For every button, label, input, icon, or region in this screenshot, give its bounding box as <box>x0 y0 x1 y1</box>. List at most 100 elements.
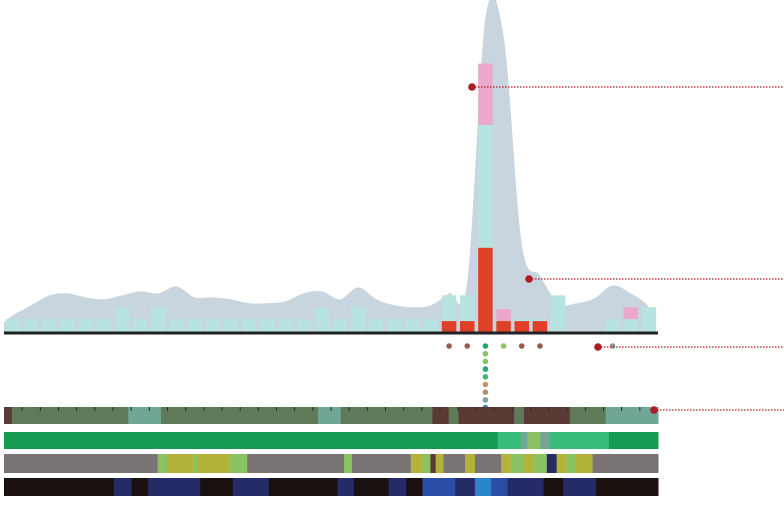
marker-dot-26-4 <box>482 374 489 380</box>
leader-dot-2 <box>594 343 602 351</box>
bar-base-35 <box>641 307 657 333</box>
marker-dot-26-0 <box>482 343 489 349</box>
track-2-segment-8 <box>351 454 412 473</box>
track-2-segment-6 <box>247 454 345 473</box>
bar-base-20 <box>369 319 384 333</box>
marker-dot-26-6 <box>482 389 489 396</box>
track-2-segment-23 <box>576 454 594 473</box>
bar-base-0 <box>5 319 21 333</box>
marker-dot-26-5 <box>482 381 489 388</box>
track-2-segment-5 <box>229 454 248 473</box>
bar-base-14 <box>260 319 275 333</box>
track-0-segment-6 <box>432 407 450 424</box>
bar-base-6 <box>114 307 130 333</box>
track-3-segment-9 <box>388 478 407 496</box>
leader-lines <box>468 83 784 414</box>
track-3-segment-4 <box>200 478 234 496</box>
bar-base-8 <box>151 307 166 333</box>
track-2-segment-24 <box>592 454 659 473</box>
bar-base-13 <box>241 319 257 333</box>
bar-base-15 <box>278 319 293 333</box>
track-0-segment-3 <box>160 407 319 424</box>
bar-base-33 <box>605 319 620 333</box>
track-0-segment-8 <box>458 407 515 424</box>
track-3-segment-13 <box>474 478 492 496</box>
track-2-segment-21 <box>556 454 567 473</box>
track-3-segment-1 <box>113 478 133 496</box>
bar-high-26 <box>478 247 493 333</box>
bar-mid-34 <box>623 307 639 320</box>
track-3-segment-8 <box>353 478 390 496</box>
track-0-segment-9 <box>514 407 525 424</box>
track-2-segment-13 <box>443 454 466 473</box>
bar-high-27 <box>496 321 511 333</box>
track-3-segment-12 <box>455 478 476 496</box>
leader-dot-1 <box>525 275 533 283</box>
bar-base-9 <box>169 319 184 333</box>
track-3-segment-2 <box>131 478 149 496</box>
bar-high-24 <box>441 321 457 333</box>
track-3-segment-7 <box>337 478 355 496</box>
bar-base-1 <box>23 319 39 333</box>
bar-base-34 <box>623 319 639 333</box>
bar-base-23 <box>423 319 439 333</box>
marker-dot-28-0 <box>518 343 525 349</box>
track-3-segment-11 <box>422 478 456 496</box>
track-2-segment-1 <box>157 454 168 473</box>
bar-high-25 <box>459 321 475 333</box>
track-2-segment-12 <box>435 454 444 473</box>
density-curve <box>4 0 654 333</box>
bar-base-22 <box>405 319 421 333</box>
track-1-segment-6 <box>608 432 659 449</box>
annotation-tracks <box>4 407 659 496</box>
bar-base-17 <box>314 307 330 333</box>
bar-base-4 <box>78 319 94 333</box>
track-2-segment-7 <box>344 454 353 473</box>
track-0-segment-10 <box>523 407 571 424</box>
bar-base-19 <box>350 307 366 333</box>
bar-high-28 <box>514 321 530 333</box>
track-1-segment-5 <box>550 432 610 449</box>
bar-base-10 <box>187 319 203 333</box>
track-2-segment-15 <box>474 454 502 473</box>
marker-dot-24-0 <box>446 343 452 349</box>
track-2-segment-0 <box>4 454 159 473</box>
track-2-segment-18 <box>523 454 535 473</box>
track-1-segment-1 <box>497 432 522 449</box>
track-2-segment-4 <box>196 454 231 473</box>
leader-dot-3 <box>650 406 658 414</box>
track-0-segment-1 <box>11 407 129 424</box>
track-1-segment-3 <box>527 432 541 449</box>
track-0-segment-4 <box>317 407 342 424</box>
track-3-segment-18 <box>595 478 659 496</box>
track-3-segment-0 <box>4 478 115 496</box>
bar-mid-26 <box>478 63 493 125</box>
track-2-segment-2 <box>167 454 195 473</box>
bar-base-5 <box>96 319 112 333</box>
bar-group <box>5 63 657 333</box>
bar-base-16 <box>296 319 312 333</box>
track-3-segment-14 <box>491 478 509 496</box>
track-1-segment-4 <box>540 432 551 449</box>
track-2-segment-20 <box>546 454 558 473</box>
track-0-segment-7 <box>448 407 460 424</box>
bar-base-21 <box>387 319 402 333</box>
marker-dot-29-0 <box>537 343 543 349</box>
marker-dot-33-0 <box>609 343 616 349</box>
dot-markers <box>446 343 616 411</box>
track-3-segment-16 <box>543 478 564 496</box>
marker-dot-26-3 <box>482 366 489 372</box>
leader-dot-0 <box>468 83 476 91</box>
bar-base-11 <box>205 319 221 333</box>
track-2-segment-9 <box>410 454 424 473</box>
track-3-segment-3 <box>147 478 201 496</box>
bar-base-12 <box>223 319 239 333</box>
track-3-segment-15 <box>507 478 545 496</box>
track-0-segment-0 <box>4 407 13 424</box>
track-0-segment-12 <box>605 407 659 424</box>
track-3-segment-5 <box>232 478 270 496</box>
track-2-segment-17 <box>510 454 525 473</box>
track-2-segment-14 <box>465 454 476 473</box>
bar-base-3 <box>60 319 75 333</box>
